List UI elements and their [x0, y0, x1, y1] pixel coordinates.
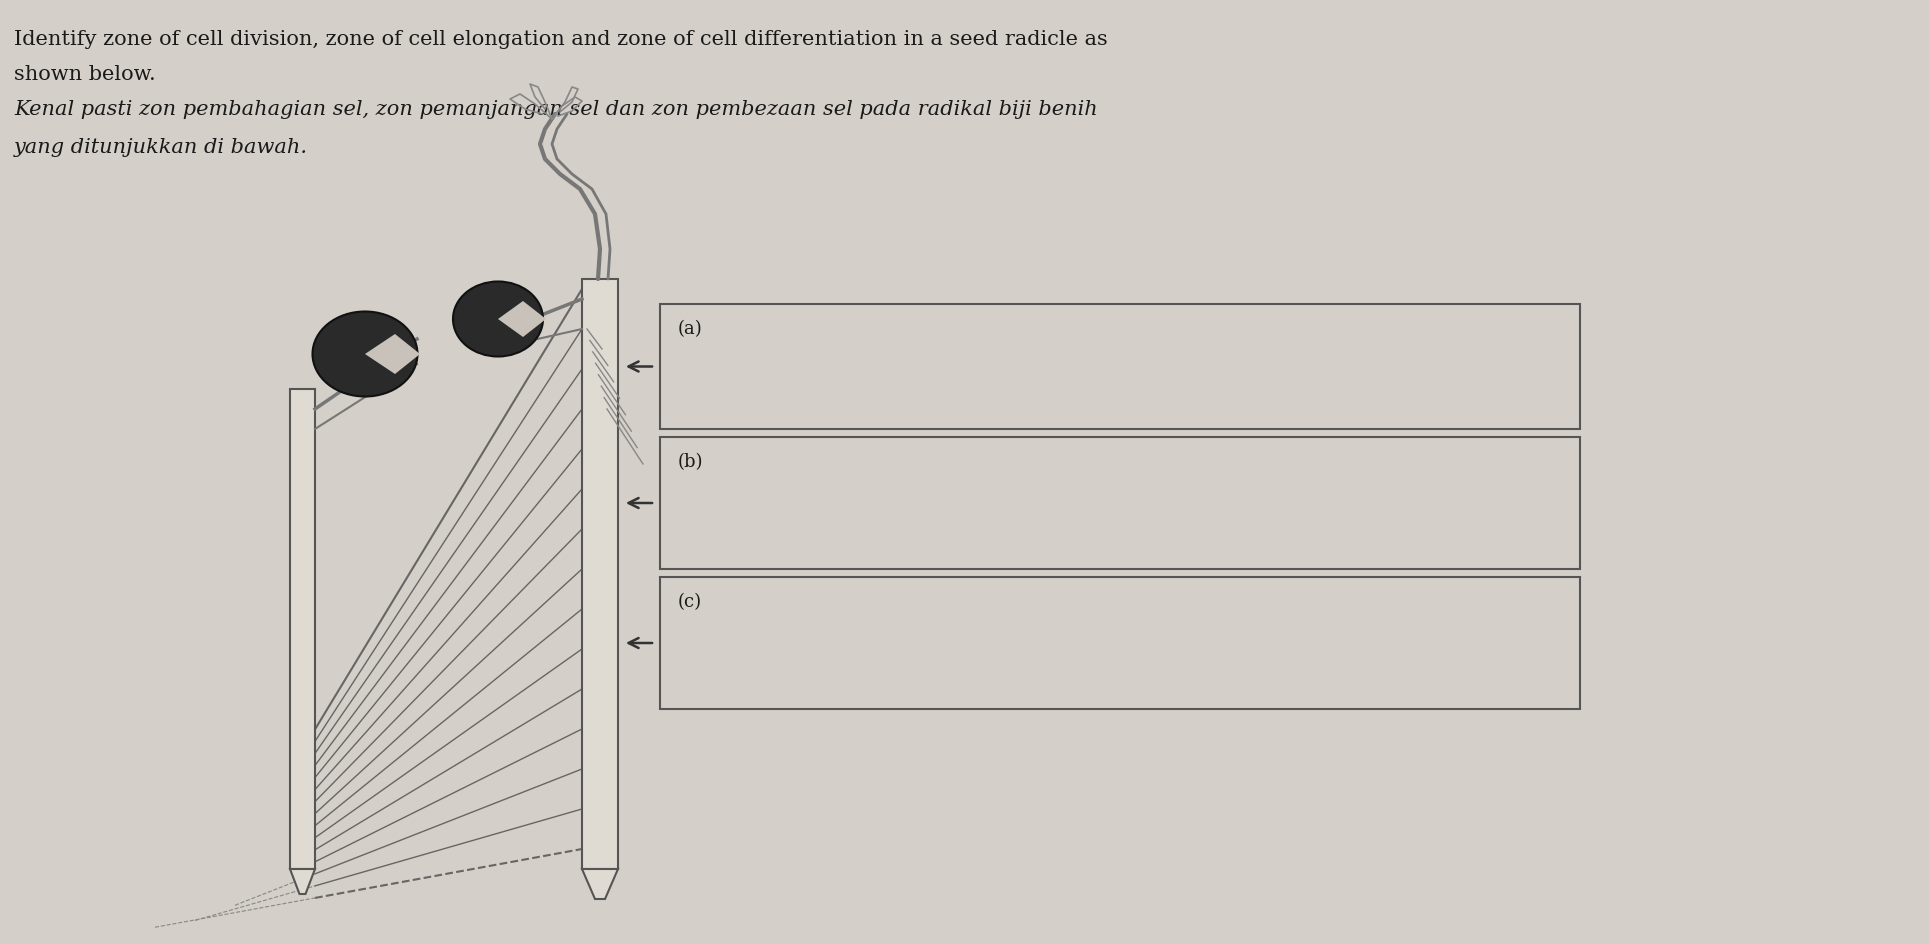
Ellipse shape — [312, 312, 417, 397]
FancyBboxPatch shape — [660, 578, 1580, 709]
Text: yang ditunjukkan di bawah.: yang ditunjukkan di bawah. — [14, 138, 309, 157]
FancyBboxPatch shape — [660, 437, 1580, 569]
Text: Identify zone of cell division, zone of cell elongation and zone of cell differe: Identify zone of cell division, zone of … — [14, 30, 1107, 49]
Text: shown below.: shown below. — [14, 65, 156, 84]
Ellipse shape — [453, 282, 542, 357]
Text: (a): (a) — [677, 320, 702, 338]
Polygon shape — [498, 302, 546, 338]
Polygon shape — [365, 334, 421, 375]
Text: Kenal pasti zon pembahagian sel, zon pemanjangan sel dan zon pembezaan sel pada : Kenal pasti zon pembahagian sel, zon pem… — [14, 100, 1098, 119]
Text: (b): (b) — [677, 452, 704, 470]
FancyBboxPatch shape — [289, 390, 314, 869]
Polygon shape — [583, 869, 617, 899]
FancyBboxPatch shape — [660, 305, 1580, 430]
Text: (c): (c) — [677, 593, 702, 611]
Polygon shape — [289, 869, 314, 894]
FancyBboxPatch shape — [583, 279, 617, 869]
